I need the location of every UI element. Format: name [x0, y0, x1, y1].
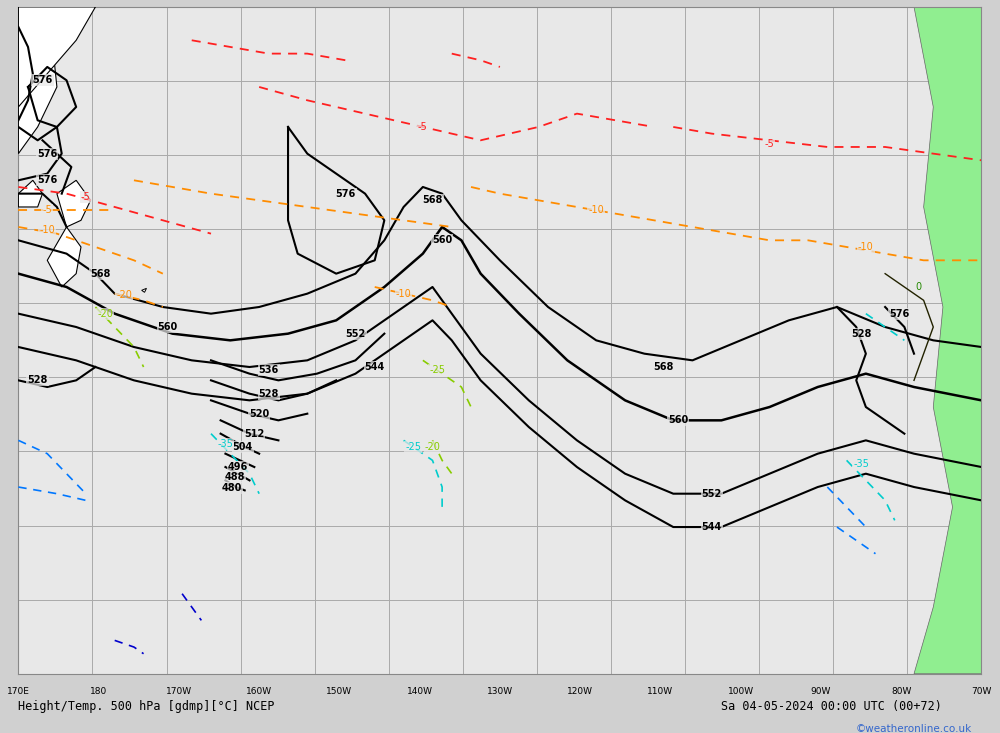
- Text: -35: -35: [853, 459, 869, 468]
- Text: 520: 520: [249, 409, 269, 419]
- Text: 180: 180: [90, 687, 107, 696]
- Text: 576: 576: [37, 175, 57, 185]
- Text: 100W: 100W: [728, 687, 754, 696]
- Polygon shape: [18, 21, 57, 154]
- Text: 544: 544: [702, 522, 722, 532]
- Text: 160W: 160W: [246, 687, 272, 696]
- Polygon shape: [47, 227, 81, 287]
- Text: 536: 536: [259, 365, 279, 375]
- Text: 576: 576: [336, 188, 356, 199]
- Text: 150W: 150W: [326, 687, 352, 696]
- Text: 130W: 130W: [487, 687, 513, 696]
- Text: 480: 480: [222, 483, 242, 493]
- Text: 512: 512: [244, 429, 264, 438]
- Text: 140W: 140W: [407, 687, 433, 696]
- Text: 120W: 120W: [567, 687, 593, 696]
- Text: 496: 496: [228, 462, 248, 472]
- Text: 504: 504: [233, 442, 253, 452]
- Text: 552: 552: [345, 328, 366, 339]
- Polygon shape: [57, 180, 91, 227]
- Text: 568: 568: [422, 195, 443, 205]
- Text: 110W: 110W: [647, 687, 673, 696]
- Text: 560: 560: [158, 322, 178, 332]
- Text: 528: 528: [27, 375, 48, 386]
- Polygon shape: [142, 288, 146, 292]
- Text: 552: 552: [702, 489, 722, 498]
- Text: 560: 560: [668, 416, 688, 425]
- Text: 70W: 70W: [971, 687, 992, 696]
- Text: Sa 04-05-2024 00:00 UTC (00+72): Sa 04-05-2024 00:00 UTC (00+72): [721, 701, 942, 713]
- Text: 0: 0: [916, 282, 922, 292]
- Text: -5: -5: [765, 139, 774, 149]
- Text: 90W: 90W: [811, 687, 831, 696]
- Text: 576: 576: [37, 149, 57, 158]
- Text: 488: 488: [225, 472, 245, 482]
- Text: 170E: 170E: [7, 687, 30, 696]
- Text: -5: -5: [42, 205, 52, 216]
- Text: 170W: 170W: [166, 687, 192, 696]
- Text: -10: -10: [396, 289, 411, 298]
- Text: 544: 544: [365, 362, 385, 372]
- Text: -5: -5: [81, 192, 91, 202]
- Text: 528: 528: [851, 328, 871, 339]
- Text: 576: 576: [889, 309, 910, 319]
- Text: ©weatheronline.co.uk: ©weatheronline.co.uk: [856, 723, 972, 733]
- Text: -25: -25: [405, 442, 421, 452]
- Text: 568: 568: [653, 362, 674, 372]
- Text: 568: 568: [90, 269, 110, 279]
- Text: -10: -10: [858, 242, 874, 252]
- Text: -25: -25: [429, 365, 445, 375]
- Polygon shape: [914, 7, 981, 674]
- Text: -20: -20: [116, 290, 132, 300]
- Text: 80W: 80W: [891, 687, 911, 696]
- Polygon shape: [18, 180, 42, 207]
- Text: 576: 576: [32, 75, 53, 85]
- Text: -10: -10: [39, 225, 55, 235]
- Text: 560: 560: [432, 235, 452, 246]
- Text: 528: 528: [259, 388, 279, 399]
- Text: -10: -10: [588, 205, 604, 216]
- Text: -35: -35: [217, 438, 233, 449]
- Text: -20: -20: [97, 309, 113, 319]
- Polygon shape: [18, 7, 95, 107]
- Text: -5: -5: [418, 122, 428, 132]
- Text: -20: -20: [425, 442, 440, 452]
- Text: Height/Temp. 500 hPa [gdmp][°C] NCEP: Height/Temp. 500 hPa [gdmp][°C] NCEP: [18, 701, 275, 713]
